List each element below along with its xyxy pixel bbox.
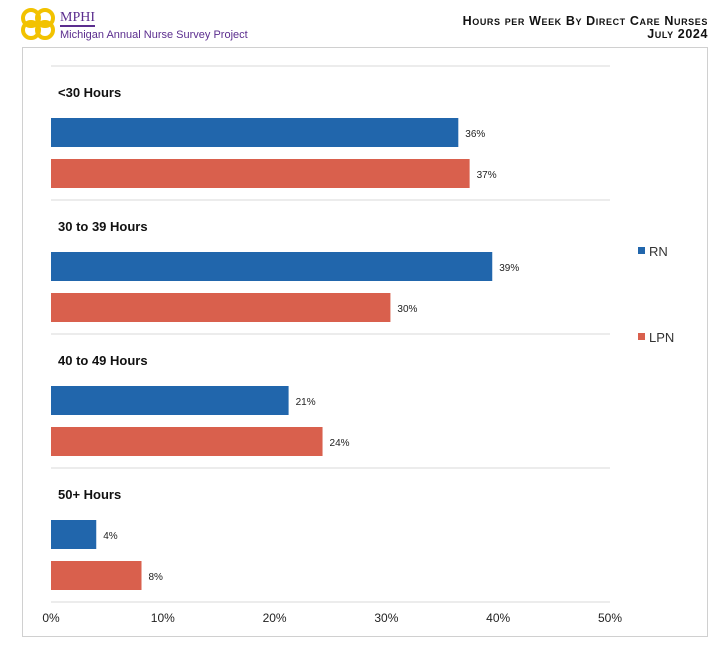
- title-line: Hours per Week By Direct Care Nurses: [462, 14, 708, 28]
- chart-frame: [22, 47, 708, 637]
- category-label: 50+ Hours: [58, 487, 121, 502]
- x-tick-label: 40%: [486, 611, 510, 625]
- x-tick-label: 0%: [42, 611, 60, 625]
- logo-subtitle: Michigan Annual Nurse Survey Project: [60, 29, 248, 41]
- x-tick-label: 20%: [263, 611, 287, 625]
- bar-rn: [51, 252, 493, 281]
- legend-label: RN: [649, 244, 668, 259]
- data-label: 30%: [397, 304, 417, 315]
- data-label: 8%: [149, 572, 164, 583]
- logo-org-name: MPHI: [60, 10, 96, 27]
- bar-lpn: [51, 293, 391, 322]
- bar-lpn: [51, 561, 142, 590]
- legend-swatch-lpn: [638, 333, 645, 340]
- bar-rn: [51, 386, 289, 415]
- bar-rn: [51, 118, 459, 147]
- x-tick-label: 30%: [374, 611, 398, 625]
- category-label: <30 Hours: [58, 85, 121, 100]
- data-label: 24%: [330, 438, 350, 449]
- logo-knot-icon: [21, 8, 55, 40]
- mphi-logo: MPHI Michigan Annual Nurse Survey Projec…: [20, 5, 248, 45]
- category-label: 30 to 39 Hours: [58, 219, 148, 234]
- x-tick-label: 50%: [598, 611, 622, 625]
- bar-rn: [51, 520, 97, 549]
- data-label: 37%: [477, 170, 497, 181]
- data-label: 39%: [499, 263, 519, 274]
- legend-swatch-rn: [638, 247, 645, 254]
- chart-title: Hours per Week By Direct Care Nurses Jul…: [463, 15, 708, 41]
- data-label: 21%: [296, 397, 316, 408]
- data-label: 4%: [103, 531, 118, 542]
- title-date: July 2024: [647, 27, 708, 41]
- x-tick-label: 10%: [151, 611, 175, 625]
- legend-label: LPN: [649, 330, 674, 345]
- bar-lpn: [51, 159, 470, 188]
- data-label: 36%: [465, 129, 485, 140]
- category-label: 40 to 49 Hours: [58, 353, 148, 368]
- bar-lpn: [51, 427, 323, 456]
